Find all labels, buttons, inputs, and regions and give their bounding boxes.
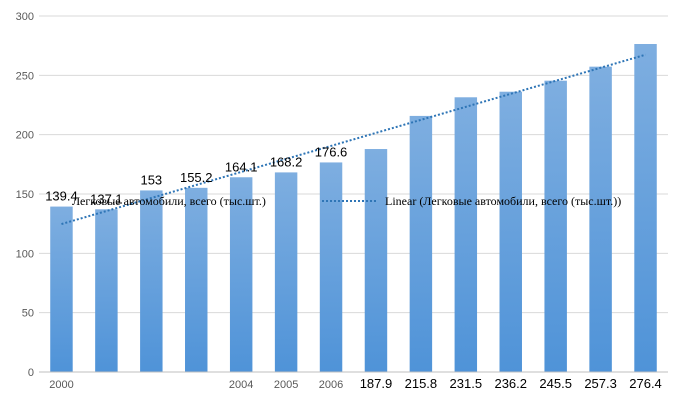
data-label: 257.3 — [584, 376, 617, 391]
data-label: 155.2 — [180, 170, 213, 185]
y-tick-label: 150 — [16, 189, 34, 201]
bar — [140, 190, 163, 372]
data-label: 168.2 — [270, 154, 303, 169]
y-tick-label: 250 — [16, 70, 34, 82]
trendline — [61, 53, 646, 226]
bar — [409, 115, 433, 373]
x-tick-label: 2006 — [319, 379, 343, 391]
data-label: 176.6 — [315, 144, 348, 159]
data-label: 153 — [140, 172, 162, 187]
bar — [364, 149, 388, 372]
data-labels: 139.4 137.1 153 155.2 164.1 168.2 176.6 187.9 21… — [45, 144, 662, 391]
data-label: 245.5 — [539, 376, 572, 391]
y-tick-label: 100 — [16, 248, 34, 260]
data-label: 236.2 — [494, 376, 527, 391]
bar — [229, 177, 253, 372]
data-label: 137.1 — [90, 191, 123, 206]
bar — [454, 97, 478, 372]
bar — [185, 187, 208, 372]
bar — [634, 44, 657, 372]
data-label: 215.8 — [405, 376, 438, 391]
y-tick-label: 200 — [16, 130, 34, 142]
bar — [274, 172, 298, 372]
x-axis: 2000 2004 2005 2006 — [39, 371, 668, 391]
legend-label-trendline: Linear (Легковые автомобили, всего (тыс.… — [385, 194, 621, 208]
bar-series — [50, 44, 657, 373]
bar — [50, 206, 73, 372]
y-axis: 0 50 100 150 200 250 300 — [16, 11, 34, 379]
y-tick-label: 300 — [16, 11, 34, 23]
bar — [319, 162, 343, 372]
data-label: 231.5 — [450, 376, 483, 391]
x-tick-label: 2004 — [229, 379, 253, 391]
x-tick-label: 2005 — [274, 379, 298, 391]
bar — [499, 91, 522, 372]
x-tick-label: 2000 — [49, 379, 73, 391]
y-tick-label: 50 — [22, 308, 34, 320]
data-label: 139.4 — [45, 189, 78, 204]
legend: Легковые автомобили, всего (тыс.шт.) Line… — [72, 194, 621, 208]
trendline-series — [61, 53, 646, 226]
bar — [589, 66, 612, 373]
legend-label-bars: Легковые автомобили, всего (тыс.шт.) — [72, 194, 266, 208]
data-label: 164.1 — [225, 159, 258, 174]
bar — [95, 209, 118, 372]
y-tick-label: 0 — [28, 367, 34, 379]
data-label: 276.4 — [629, 376, 662, 391]
data-label: 187.9 — [360, 376, 393, 391]
bar — [544, 80, 567, 372]
